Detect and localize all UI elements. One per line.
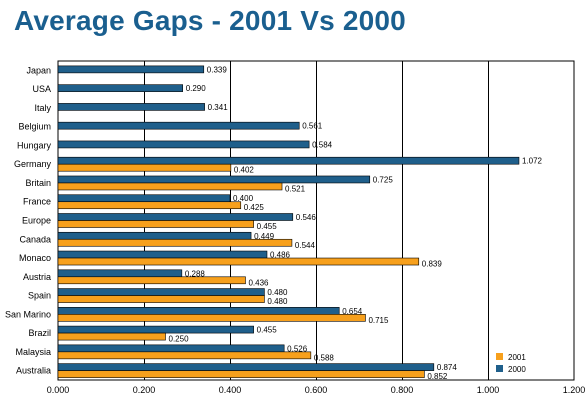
- legend-label-2001: 2001: [508, 353, 526, 362]
- value-label-2000-usa: 0.290: [186, 84, 207, 93]
- legend: 2001 2000: [496, 353, 526, 374]
- legend-swatch-2001: [496, 353, 503, 360]
- value-label-2000-monaco: 0.486: [270, 251, 291, 260]
- bar-2000-malaysia: [57, 344, 285, 353]
- bar-2000-belgium: [57, 121, 300, 130]
- bar-2000-san-marino: [57, 307, 340, 315]
- bar-2000-japan: [57, 65, 205, 74]
- value-label-2000-belgium: 0.561: [302, 122, 323, 131]
- category-label-hungary: Hungary: [17, 140, 52, 150]
- value-label-2001-canada: 0.544: [295, 241, 316, 250]
- category-label-japan: Japan: [26, 65, 51, 75]
- value-label-2001-malaysia: 0.588: [314, 353, 335, 362]
- value-label-2000-japan: 0.339: [207, 65, 228, 74]
- bar-2000-germany: [57, 156, 520, 165]
- bar-2001-austria: [57, 276, 246, 285]
- value-label-2001-san-marino: 0.715: [368, 316, 389, 325]
- x-tick-label: 1.000: [477, 385, 500, 395]
- bar-2000-australia: [57, 363, 435, 371]
- category-labels: Japan USA Italy Belgium Hungary Germany Britai…: [5, 65, 52, 375]
- bar-2001-france: [57, 201, 242, 210]
- value-label-2001-monaco: 0.839: [422, 260, 443, 269]
- category-label-monaco: Monaco: [19, 253, 51, 263]
- category-label-usa: USA: [32, 84, 51, 94]
- bar-2001-san-marino: [57, 314, 366, 322]
- category-label-austria: Austria: [23, 272, 51, 282]
- bar-2001-europe: [57, 220, 254, 228]
- x-tick-label: 0.400: [219, 385, 242, 395]
- bar-2001-brazil: [57, 332, 166, 341]
- bar-2000-brazil: [57, 325, 254, 334]
- category-label-italy: Italy: [34, 103, 51, 113]
- value-label-2001-germany: 0.402: [234, 166, 255, 175]
- value-label-2001-europe: 0.455: [257, 222, 278, 231]
- bar-2000-monaco: [57, 250, 268, 259]
- x-tick-label: 1.200: [563, 385, 585, 395]
- bar-2001-germany: [57, 163, 232, 172]
- category-label-spain: Spain: [28, 291, 51, 301]
- value-label-2000-britain: 0.725: [373, 175, 394, 184]
- bar-2001-australia: [57, 370, 425, 378]
- value-label-2001-britain: 0.521: [285, 184, 306, 193]
- category-label-malaysia: Malaysia: [15, 347, 51, 357]
- x-tick-label: 0.200: [133, 385, 156, 395]
- category-label-brazil: Brazil: [28, 328, 51, 338]
- bar-2001-canada: [57, 238, 293, 247]
- category-label-australia: Australia: [16, 366, 51, 376]
- category-label-san-marino: San Marino: [5, 309, 51, 319]
- value-label-2000-france: 0.400: [233, 194, 254, 203]
- legend-label-2000: 2000: [508, 365, 526, 374]
- bar-2000-france: [57, 194, 231, 203]
- x-axis-ticks: 0.000 0.200 0.400 0.600 0.800 1.000 1.200: [47, 385, 585, 395]
- bar-2000-usa: [57, 84, 183, 92]
- x-tick-label: 0.600: [305, 385, 328, 395]
- value-label-2000-brazil: 0.455: [257, 326, 278, 335]
- bar-2001-malaysia: [57, 351, 312, 360]
- bar-2001-spain: [57, 295, 265, 303]
- bar-2000-europe: [57, 213, 294, 221]
- legend-swatch-2000: [496, 365, 503, 372]
- x-tick-label: 0.000: [47, 385, 70, 395]
- value-label-2000-europe: 0.546: [296, 213, 317, 222]
- value-label-2000-australia: 0.874: [437, 363, 458, 372]
- bar-2000-austria: [57, 269, 183, 278]
- value-label-2001-australia: 0.852: [427, 372, 448, 381]
- category-label-belgium: Belgium: [18, 122, 51, 132]
- value-label-2000-spain: 0.480: [267, 288, 288, 297]
- value-label-2000-malaysia: 0.526: [287, 344, 308, 353]
- category-label-canada: Canada: [19, 234, 51, 244]
- value-label-2000-italy: 0.341: [208, 103, 229, 112]
- value-label-2000-san-marino: 0.654: [342, 307, 363, 316]
- x-tick-label: 0.800: [391, 385, 414, 395]
- category-label-europe: Europe: [22, 216, 51, 226]
- bar-2001-britain: [57, 182, 283, 191]
- value-label-2001-spain: 0.480: [267, 297, 288, 306]
- category-label-britain: Britain: [25, 178, 51, 188]
- category-label-france: France: [23, 197, 51, 207]
- bars: [57, 65, 520, 378]
- bar-2000-canada: [57, 231, 252, 240]
- bar-2000-spain: [57, 288, 265, 296]
- value-label-2001-france: 0.425: [244, 203, 265, 212]
- bar-2001-monaco: [57, 257, 420, 266]
- value-label-2001-brazil: 0.250: [169, 335, 190, 344]
- value-label-2000-germany: 1.072: [522, 157, 543, 166]
- bar-2000-hungary: [57, 140, 310, 149]
- value-label-2000-hungary: 0.584: [312, 140, 333, 149]
- category-label-germany: Germany: [14, 159, 52, 169]
- chart-title: Average Gaps - 2001 Vs 2000: [14, 5, 406, 36]
- bar-2000-italy: [57, 103, 205, 111]
- value-label-2001-austria: 0.436: [248, 278, 269, 287]
- value-label-2000-canada: 0.449: [254, 232, 275, 241]
- value-label-2000-austria: 0.288: [185, 269, 206, 278]
- bar-2000-britain: [57, 175, 371, 184]
- value-labels: 0.339 0.290 0.341 0.561 0.584 1.072 0.402 0.725…: [169, 65, 543, 381]
